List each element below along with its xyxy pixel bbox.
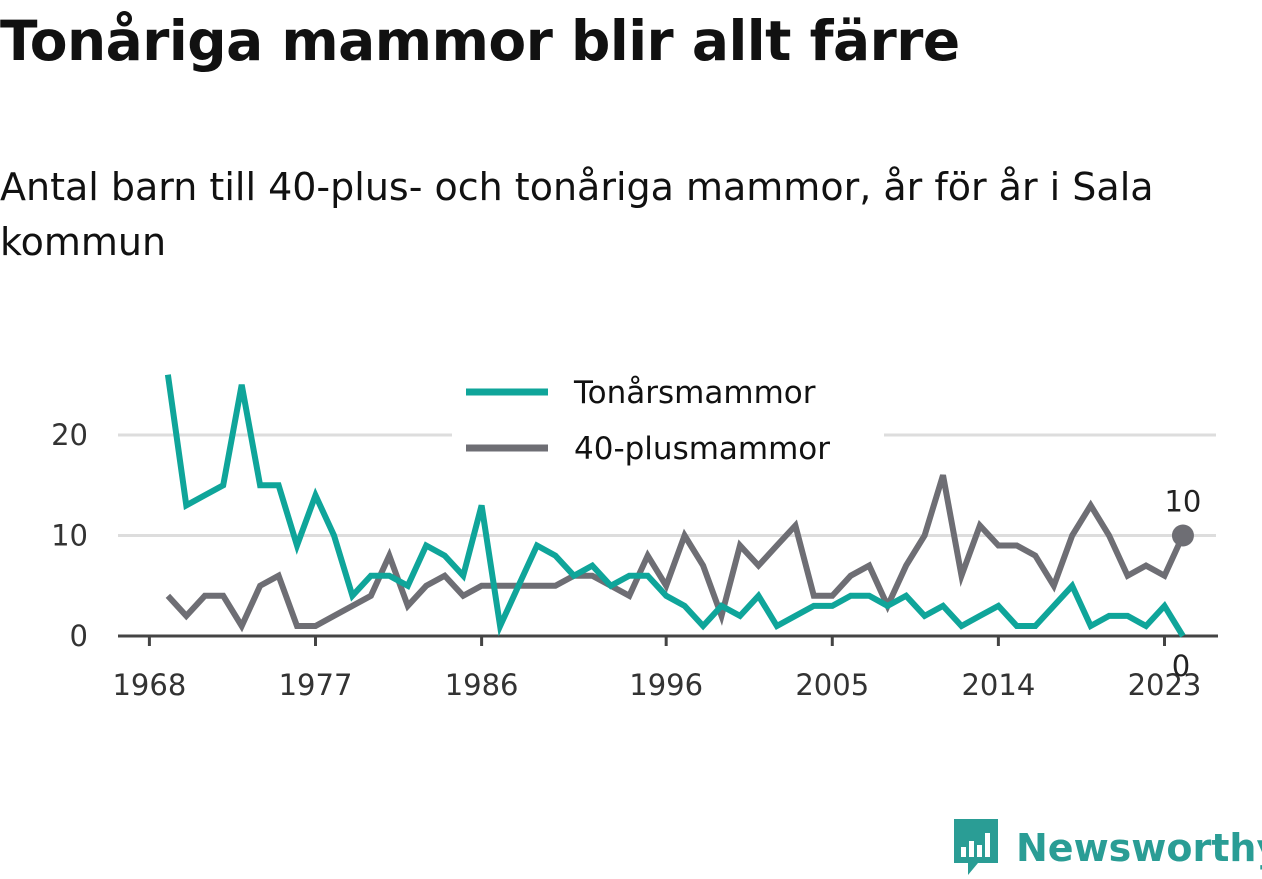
y-tick-label-0: 0: [70, 619, 88, 653]
legend-background: [452, 366, 884, 470]
brand-name: Newsworthy: [1016, 826, 1262, 870]
series-line-40plusmammor: [165, 474, 1186, 633]
x-tick-label-2005: 2005: [795, 668, 869, 702]
x-tick-label-2014: 2014: [961, 668, 1035, 702]
end-label-tonarsmammor: 0: [1172, 649, 1190, 683]
end-marker-40plusmammor: [1171, 524, 1194, 547]
x-tick-label-1996: 1996: [629, 668, 703, 702]
chart-title: Tonåriga mammor blir allt färre: [0, 9, 960, 73]
newsworthy-logo: Newsworthy: [950, 818, 1262, 878]
y-tick-label-20: 20: [51, 418, 88, 452]
x-tick-label-1977: 1977: [279, 668, 353, 702]
x-tick-label-1968: 1968: [112, 668, 186, 702]
end-labels: 10 0: [1164, 485, 1201, 684]
x-tick-label-1986: 1986: [445, 668, 519, 702]
chart-subtitle: Antal barn till 40-plus- och tonåriga ma…: [0, 165, 1154, 264]
y-axis: 0 10 20: [51, 418, 88, 653]
legend-label-40plusmammor: 40-plusmammor: [574, 431, 830, 467]
legend: Tonårsmammor 40-plusmammor: [452, 366, 884, 470]
newsworthy-logo-icon: [954, 819, 998, 875]
x-tick-label-2023: 2023: [1128, 668, 1202, 702]
x-axis: 1968 1977 1986 1996 2005 2014 2023: [112, 634, 1218, 702]
series-line-tonarsmammor: [164, 374, 1186, 638]
end-label-40plusmammor: 10: [1164, 485, 1201, 519]
legend-label-tonarsmammor: Tonårsmammor: [573, 375, 816, 411]
y-tick-label-10: 10: [51, 519, 88, 553]
series-lines: [164, 374, 1186, 638]
